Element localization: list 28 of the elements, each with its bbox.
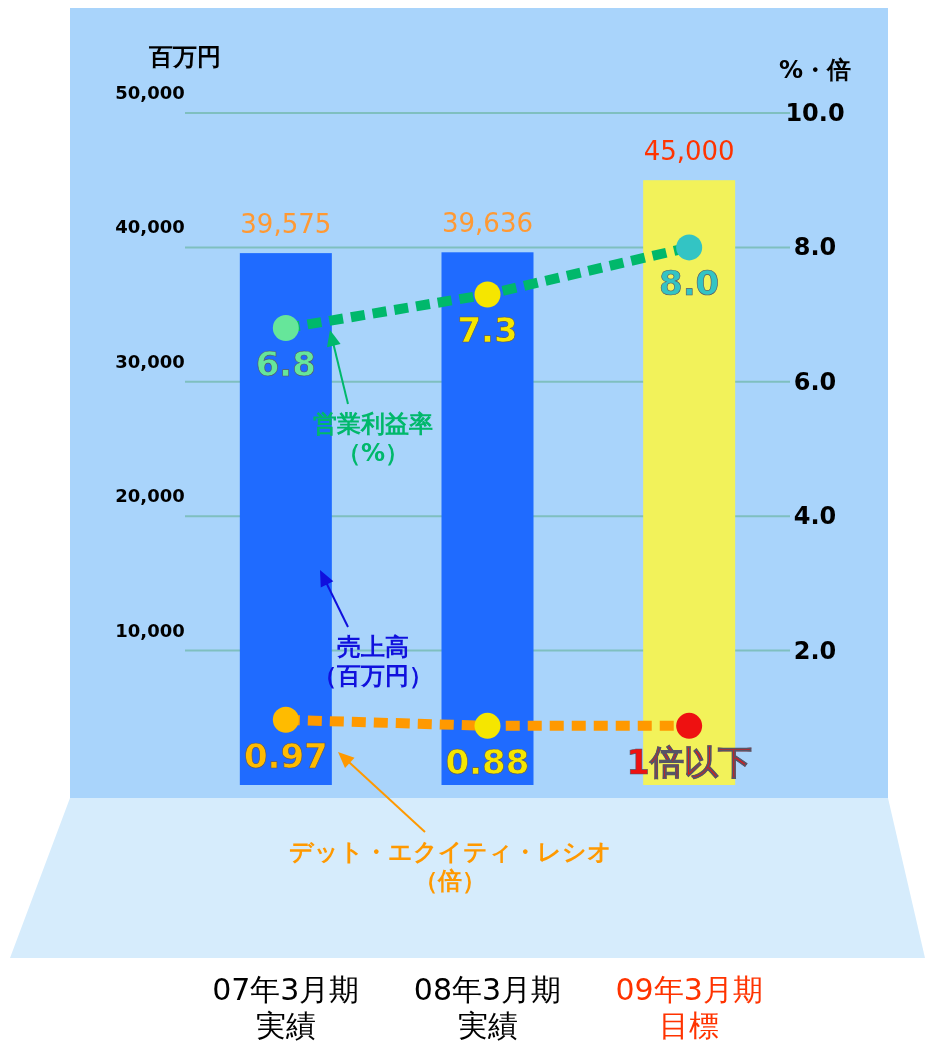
y2-tick-label: 6.0 (793, 367, 837, 396)
y2-axis-title: %・倍 (778, 56, 852, 84)
data-label: 0.88 (445, 741, 530, 782)
point (676, 712, 703, 739)
x-tick-label: 07年3月期実績 (212, 972, 360, 1043)
y-tick-label: 40,000 (115, 216, 185, 238)
data-label: 8.0 (659, 263, 720, 304)
data-label: 6.8 (255, 344, 316, 385)
x-tick-label: 09年3月期目標 (615, 972, 763, 1043)
y2-tick-label: 10.0 (785, 99, 845, 127)
data-label: 45,000 (643, 136, 735, 167)
y-axis-title: 百万円 (148, 43, 221, 71)
y-tick-label: 10,000 (115, 619, 185, 641)
y2-tick-label: 8.0 (793, 233, 837, 262)
x-tick-label: 08年3月期実績 (413, 972, 562, 1043)
data-label: 39,636 (442, 208, 533, 239)
point (676, 234, 703, 261)
data-label: 7.3 (457, 310, 518, 351)
y-tick-label: 50,000 (115, 82, 185, 103)
y2-tick-label: 4.0 (793, 502, 837, 531)
text: デット・エクイティ・レシオ（倍） (288, 838, 612, 895)
y2-tick-label: 2.0 (793, 636, 837, 665)
y-tick-label: 20,000 (115, 485, 185, 507)
y-tick-label: 30,000 (115, 350, 185, 372)
data-label: 0.97 (243, 735, 328, 776)
point (272, 315, 299, 342)
data-label: 39,575 (240, 209, 332, 240)
point (272, 706, 299, 733)
